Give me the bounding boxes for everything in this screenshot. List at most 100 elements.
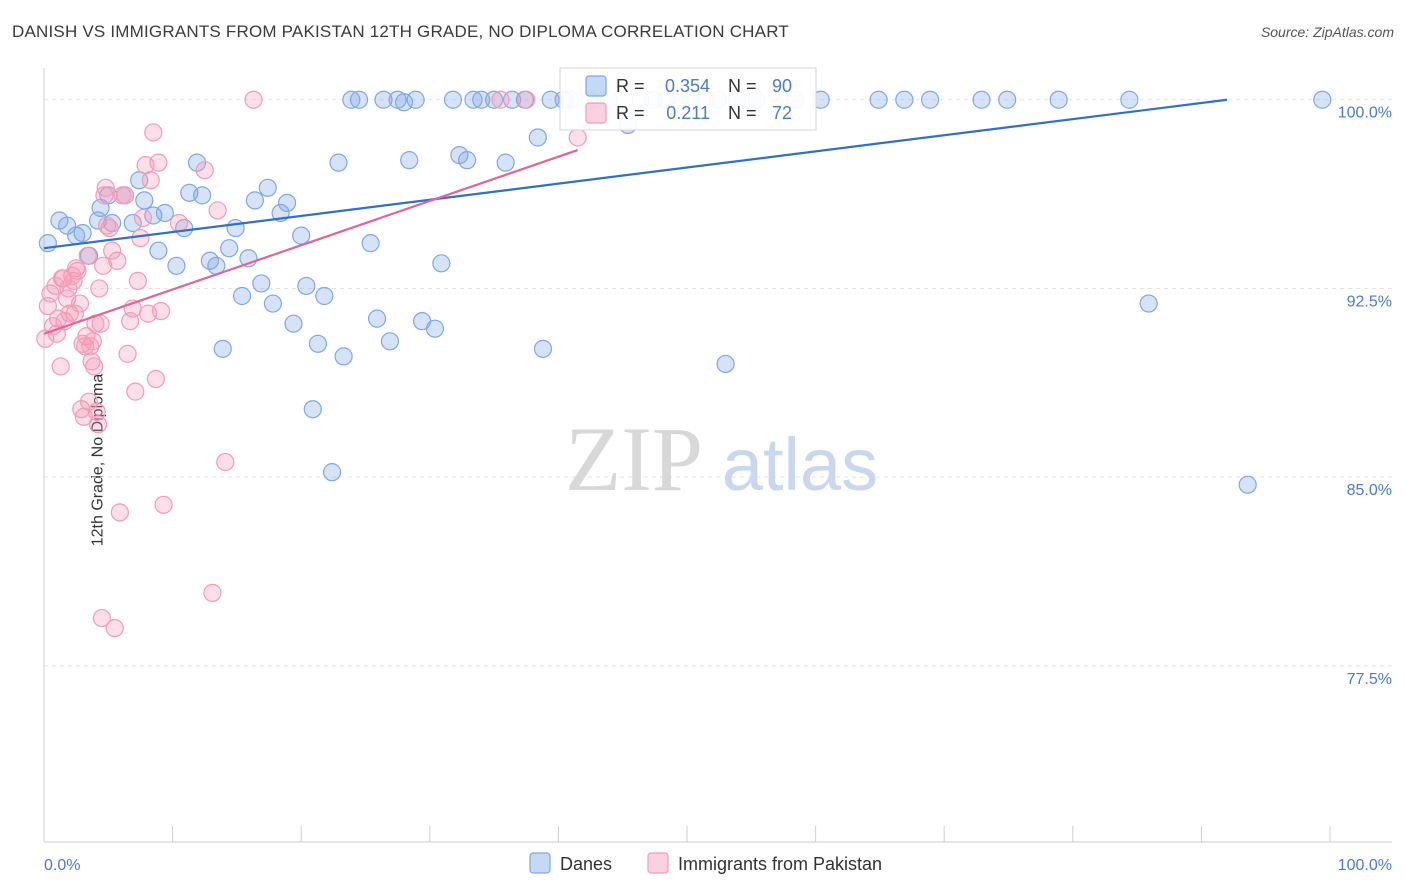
watermark-atlas: atlas	[722, 423, 878, 506]
data-point	[100, 218, 119, 238]
data-point	[263, 294, 283, 313]
legend-n-label-1: N =	[728, 103, 757, 123]
data-point	[716, 354, 735, 374]
data-point	[144, 123, 163, 142]
data-point	[541, 90, 560, 109]
data-point	[361, 234, 380, 253]
data-point	[329, 153, 348, 172]
data-point	[115, 186, 135, 205]
data-point	[149, 241, 168, 260]
data-point	[533, 339, 553, 358]
data-point	[38, 234, 57, 253]
data-point	[155, 203, 174, 223]
data-point	[85, 357, 104, 376]
data-point	[167, 256, 186, 275]
series-legend: Danes Immigrants from Pakistan	[529, 852, 882, 874]
data-point	[82, 352, 101, 371]
data-point	[297, 276, 316, 296]
data-point	[491, 90, 510, 109]
data-point	[252, 274, 271, 293]
series-legend-label-1: Immigrants from Pakistan	[678, 854, 882, 874]
data-point	[118, 344, 137, 363]
data-point	[88, 415, 108, 434]
data-point	[244, 90, 263, 109]
data-point	[146, 369, 165, 389]
data-point	[1139, 294, 1158, 313]
trend-line-1	[43, 149, 579, 335]
data-point	[367, 309, 387, 328]
data-point	[457, 151, 477, 170]
data-point	[406, 90, 425, 109]
data-point	[216, 452, 235, 472]
series-legend-swatch-0	[529, 852, 551, 874]
data-point	[169, 213, 189, 233]
data-point	[79, 392, 99, 411]
legend-r-value-1: 0.211	[666, 103, 710, 123]
data-point	[110, 503, 129, 522]
legend-box	[559, 67, 817, 131]
data-point	[496, 153, 515, 172]
data-point	[277, 193, 297, 213]
data-point	[78, 246, 97, 265]
data-point	[425, 319, 445, 338]
data-point	[90, 279, 109, 298]
stats-legend: R = 0.354 N = 90 R = 0.211 N = 72	[559, 67, 817, 131]
data-point	[895, 90, 914, 109]
y-tick-label-0: 77.5%	[1347, 671, 1392, 688]
data-point	[193, 186, 212, 205]
data-point	[485, 90, 504, 109]
legend-swatch-1	[585, 102, 607, 124]
x-tick-label-0: 0.0%	[44, 857, 80, 874]
source-credit: Source: ZipAtlas.com	[1260, 24, 1394, 40]
watermark: ZIP atlas	[565, 408, 878, 510]
data-point	[220, 239, 239, 258]
data-point	[108, 251, 127, 270]
legend-n-label-0: N =	[728, 76, 757, 96]
data-point	[135, 191, 154, 210]
trend-lines	[43, 98, 1228, 335]
data-point	[568, 128, 587, 147]
data-point	[998, 90, 1017, 109]
legend-n-value-0: 90	[772, 76, 792, 96]
data-point	[972, 90, 991, 109]
data-point	[464, 90, 483, 109]
data-point	[95, 186, 114, 205]
data-point	[400, 151, 419, 170]
data-point	[380, 332, 400, 351]
data-point	[1238, 475, 1257, 494]
data-point	[342, 90, 361, 109]
y-tick-label-1: 85.0%	[1347, 482, 1392, 499]
data-point	[92, 608, 111, 628]
legend-n-value-1: 72	[772, 103, 792, 123]
data-point	[203, 583, 222, 603]
gridlines	[44, 99, 1392, 667]
data-point	[123, 213, 142, 233]
data-point	[322, 463, 342, 482]
data-point	[195, 161, 214, 180]
data-point	[349, 90, 369, 109]
data-point	[374, 90, 393, 109]
data-point	[154, 495, 173, 514]
data-point	[920, 90, 940, 109]
data-point	[245, 191, 265, 210]
data-point	[517, 90, 536, 109]
axes	[43, 68, 1392, 843]
legend-r-label-0: R =	[616, 76, 645, 96]
data-point	[528, 128, 547, 147]
data-point	[105, 619, 124, 638]
data-point	[68, 261, 87, 280]
data-point	[131, 229, 150, 248]
tick-labels: 77.5% 85.0% 92.5% 100.0% 0.0% 100.0%	[44, 105, 1392, 874]
data-point	[226, 218, 245, 238]
data-point	[58, 216, 77, 235]
data-point	[1313, 90, 1332, 109]
data-point	[1049, 90, 1068, 109]
data-point	[232, 286, 252, 306]
data-point	[70, 294, 90, 313]
legend-swatch-0	[585, 75, 607, 97]
data-point	[284, 314, 303, 333]
data-point	[73, 223, 92, 243]
data-point	[258, 178, 277, 197]
data-point	[472, 90, 491, 109]
